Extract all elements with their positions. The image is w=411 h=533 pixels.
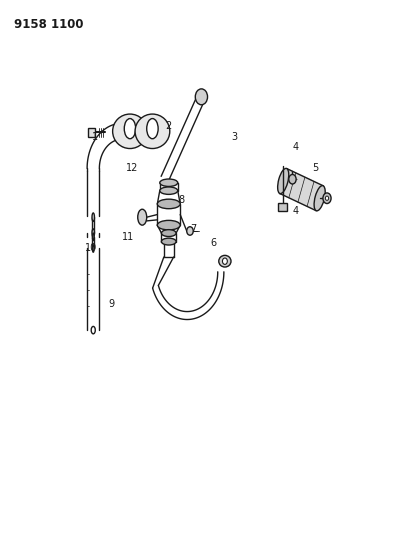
Ellipse shape bbox=[124, 118, 136, 139]
Bar bbox=[278, 203, 287, 211]
Ellipse shape bbox=[135, 114, 170, 149]
Ellipse shape bbox=[91, 326, 95, 334]
Ellipse shape bbox=[160, 179, 178, 187]
Text: 11: 11 bbox=[122, 232, 134, 243]
Ellipse shape bbox=[162, 238, 176, 245]
Ellipse shape bbox=[92, 245, 94, 252]
Text: 1: 1 bbox=[92, 132, 98, 142]
Ellipse shape bbox=[162, 230, 176, 237]
Text: 8: 8 bbox=[178, 195, 184, 205]
Ellipse shape bbox=[157, 220, 180, 230]
Ellipse shape bbox=[92, 233, 94, 240]
Text: 4: 4 bbox=[292, 206, 298, 216]
Ellipse shape bbox=[278, 168, 289, 193]
Text: 10: 10 bbox=[85, 243, 97, 253]
Ellipse shape bbox=[187, 227, 193, 235]
Ellipse shape bbox=[219, 255, 231, 267]
Bar bbox=[88, 127, 95, 137]
Text: 9158 1100: 9158 1100 bbox=[14, 18, 83, 31]
Ellipse shape bbox=[323, 193, 331, 204]
Text: 6: 6 bbox=[210, 238, 217, 248]
Polygon shape bbox=[280, 168, 323, 211]
Text: 12: 12 bbox=[126, 164, 138, 173]
Ellipse shape bbox=[314, 185, 325, 211]
Ellipse shape bbox=[92, 213, 95, 221]
Ellipse shape bbox=[160, 187, 178, 195]
Ellipse shape bbox=[113, 114, 147, 149]
Ellipse shape bbox=[222, 258, 227, 264]
Ellipse shape bbox=[138, 209, 147, 225]
Ellipse shape bbox=[326, 196, 329, 200]
Text: 5: 5 bbox=[313, 164, 319, 173]
Text: 7: 7 bbox=[190, 224, 196, 235]
Ellipse shape bbox=[147, 118, 158, 139]
Text: 3: 3 bbox=[231, 132, 237, 142]
Text: 2: 2 bbox=[166, 121, 172, 131]
Ellipse shape bbox=[195, 89, 208, 105]
Text: 4: 4 bbox=[292, 142, 298, 152]
Ellipse shape bbox=[289, 174, 296, 184]
Text: 9: 9 bbox=[109, 298, 115, 309]
Ellipse shape bbox=[157, 199, 180, 209]
Ellipse shape bbox=[92, 229, 95, 237]
